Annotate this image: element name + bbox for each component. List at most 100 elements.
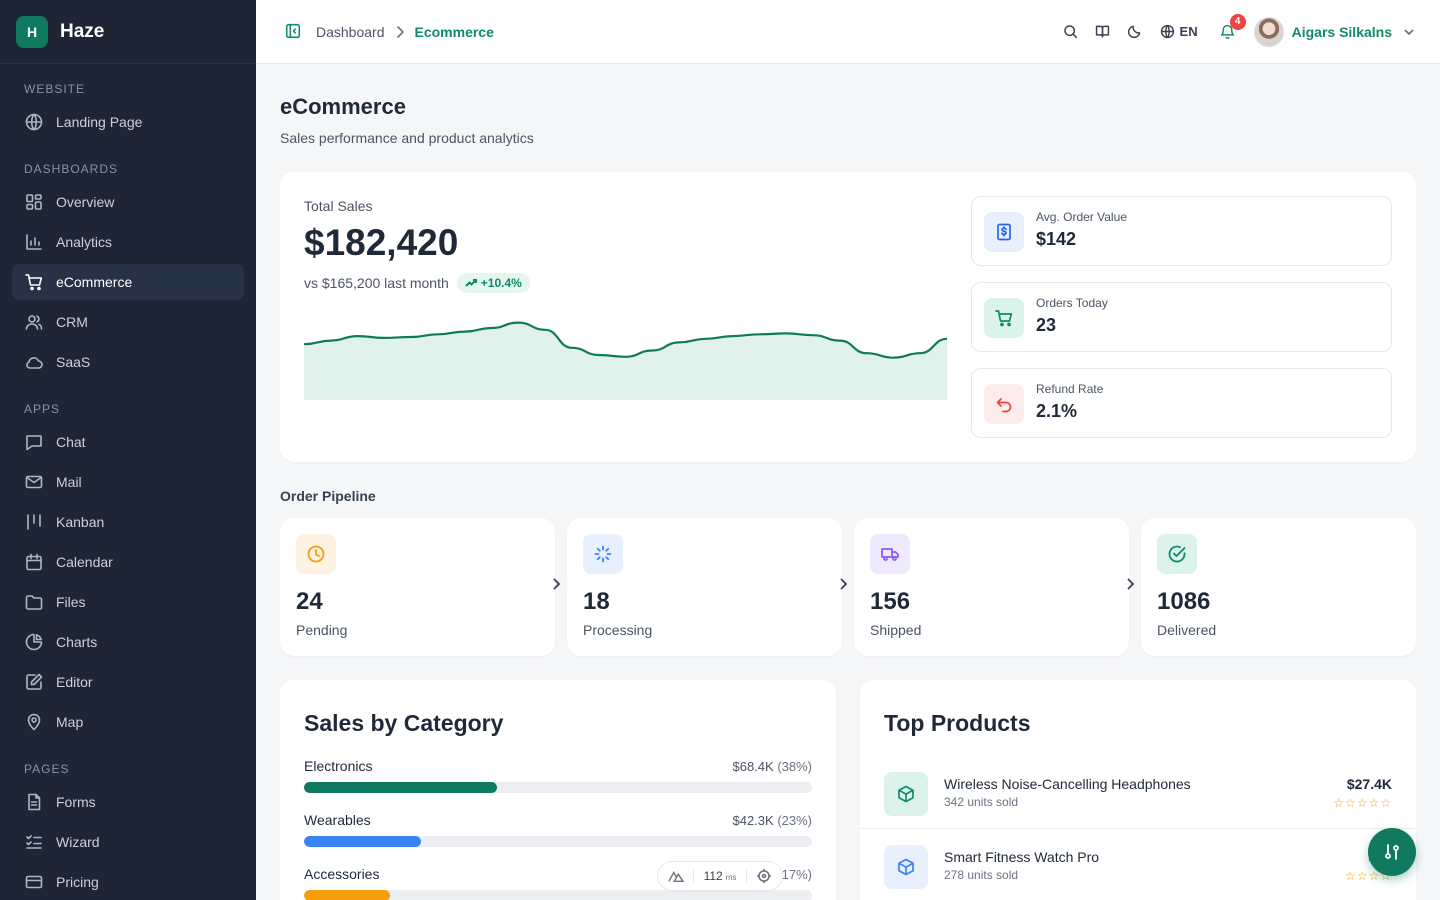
language-selector[interactable]: EN [1159, 23, 1198, 40]
brand[interactable]: H Haze [0, 0, 256, 64]
page-title: eCommerce [280, 94, 406, 119]
cart-icon [24, 272, 44, 292]
kpi-value: 23 [1036, 315, 1057, 335]
kpi-card-orders-today: Orders Today 23 [971, 282, 1392, 352]
sidebar-item-map[interactable]: Map [12, 704, 244, 740]
brand-logo: H [16, 15, 48, 48]
total-sales-label: Total Sales [304, 198, 373, 214]
sidebar: H Haze WEBSITE Landing Page DASHBOARDS Over… [0, 0, 256, 900]
products-title: Top Products [884, 710, 1031, 736]
sidebar-item-label: Editor [56, 674, 93, 690]
pipeline-label: Delivered [1157, 622, 1217, 638]
sidebar-item-files[interactable]: Files [12, 584, 244, 620]
crosshair-icon[interactable] [756, 868, 772, 884]
category-row: Electronics $68.4K (38%) [304, 758, 812, 793]
sidebar-item-mail[interactable]: Mail [12, 464, 244, 500]
sparkline-area [304, 322, 947, 400]
trend-up-icon [465, 279, 477, 287]
pipeline-card-processing[interactable]: 18 Processing [567, 518, 842, 656]
box-icon [884, 772, 928, 816]
sidebar-item-label: Analytics [56, 234, 113, 250]
pipeline-count: 1086 [1157, 588, 1211, 615]
sidebar-item-pricing[interactable]: Pricing [12, 864, 244, 900]
book-icon[interactable] [1087, 16, 1119, 48]
pipeline-card-pending[interactable]: 24 Pending [280, 518, 555, 656]
calendar-icon [24, 552, 44, 572]
kpi-card-avg-order-value: Avg. Order Value $142 [971, 196, 1392, 266]
growth-value: +10.4% [480, 276, 522, 290]
map-pin-icon [24, 712, 44, 732]
sidebar-item-wizard[interactable]: Wizard [12, 824, 244, 860]
nav-heading: WEBSITE [24, 82, 86, 96]
kpi-value: 2.1% [1036, 401, 1078, 421]
user-menu[interactable]: Aigars Silkalns [1253, 16, 1416, 47]
sidebar-item-crm[interactable]: CRM [12, 304, 244, 340]
chevron-right-icon [1125, 577, 1135, 591]
users-icon [24, 312, 44, 332]
compare-text: vs $165,200 last month [304, 275, 449, 291]
kpi-label: Orders Today [1036, 296, 1108, 310]
bar-chart-icon [24, 232, 44, 252]
sidebar-collapse-icon[interactable] [284, 22, 304, 42]
edit-icon [24, 672, 44, 692]
devbar-separator [745, 870, 747, 882]
pipeline-label: Shipped [870, 622, 922, 638]
sidebar-item-label: CRM [56, 314, 88, 330]
customizer-button[interactable] [1368, 828, 1416, 876]
check-circle-icon [1157, 534, 1197, 574]
breadcrumb-parent[interactable]: Dashboard [316, 23, 385, 40]
sidebar-item-charts[interactable]: Charts [12, 624, 244, 660]
sidebar-item-landing-page[interactable]: Landing Page [12, 104, 244, 140]
chat-icon [24, 432, 44, 452]
category-value: (17%) [777, 867, 812, 882]
sidebar-item-label: Map [56, 714, 84, 730]
sidebar-item-kanban[interactable]: Kanban [12, 504, 244, 540]
settings-icon [1385, 844, 1399, 860]
category-progress-fill [304, 782, 498, 793]
product-row[interactable]: Wireless Noise-Cancelling Headphones 342… [860, 756, 1416, 829]
pipeline-card-delivered[interactable]: 1086 Delivered [1141, 518, 1416, 656]
kpi-value: $142 [1036, 229, 1077, 249]
product-name: Wireless Noise-Cancelling Headphones [944, 776, 1191, 792]
sidebar-item-editor[interactable]: Editor [12, 664, 244, 700]
chevron-down-icon [1402, 25, 1416, 39]
sidebar-item-overview[interactable]: Overview [12, 184, 244, 220]
sidebar-item-chat[interactable]: Chat [12, 424, 244, 460]
avatar [1253, 16, 1284, 47]
brand-name: Haze [60, 20, 105, 42]
breadcrumb: Dashboard Ecommerce [284, 22, 494, 42]
devtools-bar[interactable]: 112 ms [657, 861, 783, 891]
category-progress-track [304, 782, 812, 793]
bell-icon[interactable]: 4 [1212, 13, 1246, 48]
sidebar-item-calendar[interactable]: Calendar [12, 544, 244, 580]
undo-icon [984, 384, 1024, 424]
sidebar-item-ecommerce[interactable]: eCommerce [12, 264, 244, 300]
sidebar-item-label: Mail [56, 474, 82, 490]
list-check-icon [24, 832, 44, 852]
category-value: $68.4K (38%) [732, 759, 812, 774]
pipeline-card-shipped[interactable]: 156 Shipped [854, 518, 1129, 656]
devbar-separator [693, 870, 695, 882]
search-icon[interactable] [1055, 16, 1087, 48]
category-name: Electronics [304, 758, 373, 774]
nav-heading: PAGES [24, 762, 70, 776]
category-progress-fill [304, 890, 391, 900]
product-row[interactable]: Smart Fitness Watch Pro 278 units sold $… [860, 829, 1416, 900]
notification-badge: 4 [1229, 13, 1246, 30]
pipeline-label: Pending [296, 622, 348, 638]
total-sales-card: Total Sales $182,420 vs $165,200 last mo… [280, 172, 1416, 462]
sidebar-item-analytics[interactable]: Analytics [12, 224, 244, 260]
kpi-card-refund-rate: Refund Rate 2.1% [971, 368, 1392, 438]
sales-sparkline [304, 321, 947, 400]
sidebar-item-label: Wizard [56, 834, 100, 850]
moon-icon[interactable] [1119, 16, 1151, 48]
sidebar-item-label: Forms [56, 794, 96, 810]
product-revenue: $27.4K [1346, 776, 1392, 792]
breadcrumb-current: Ecommerce [414, 23, 494, 40]
product-units: 278 units sold [944, 868, 1019, 882]
row-divider [860, 828, 1416, 829]
sidebar-item-saas[interactable]: SaaS [12, 344, 244, 380]
category-name: Wearables [304, 812, 371, 828]
sidebar-item-label: Kanban [56, 514, 105, 530]
sidebar-item-forms[interactable]: Forms [12, 784, 244, 820]
